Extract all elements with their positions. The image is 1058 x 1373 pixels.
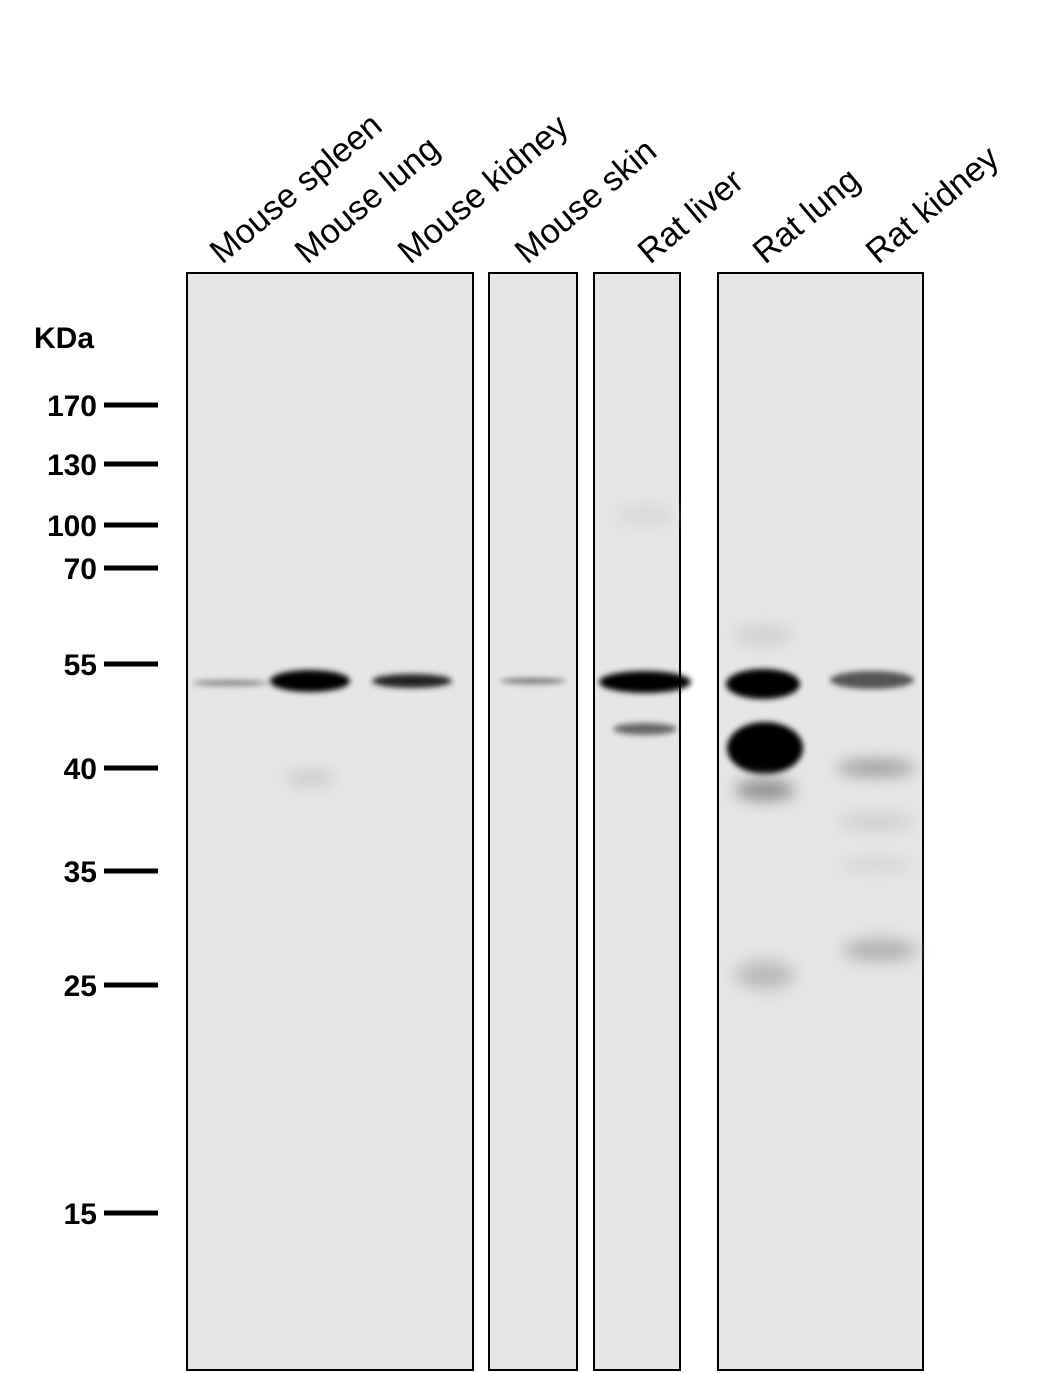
band bbox=[836, 760, 916, 776]
marker-label: 35 bbox=[64, 856, 97, 889]
lane-label: Rat lung bbox=[746, 161, 867, 272]
band bbox=[830, 671, 914, 689]
band bbox=[735, 780, 795, 800]
marker-label: 25 bbox=[64, 970, 97, 1003]
band bbox=[838, 816, 914, 828]
blot-panel bbox=[593, 272, 681, 1371]
band bbox=[285, 773, 335, 783]
band bbox=[599, 671, 691, 693]
band bbox=[372, 674, 452, 688]
lane-label: Rat liver bbox=[631, 162, 751, 271]
band bbox=[192, 680, 268, 686]
bands bbox=[192, 505, 918, 990]
blot-panel bbox=[186, 272, 474, 1371]
marker-label: 15 bbox=[64, 1198, 97, 1231]
blot-panel bbox=[488, 272, 578, 1371]
band bbox=[735, 960, 795, 990]
band bbox=[727, 722, 803, 774]
unit-label: KDa bbox=[34, 322, 94, 355]
panels bbox=[186, 272, 924, 1371]
marker-label: 100 bbox=[47, 510, 97, 543]
band bbox=[500, 678, 566, 684]
band bbox=[838, 860, 914, 870]
marker-label: 70 bbox=[64, 553, 97, 586]
marker-label: 130 bbox=[47, 449, 97, 482]
band bbox=[613, 723, 677, 735]
band bbox=[733, 625, 793, 645]
band bbox=[615, 505, 675, 525]
marker-label: 55 bbox=[64, 649, 97, 682]
lane-label: Rat kidney bbox=[859, 139, 1006, 271]
band bbox=[726, 669, 800, 699]
band bbox=[842, 938, 918, 962]
band bbox=[270, 670, 350, 692]
lane-labels: Mouse spleen Mouse lung Mouse kidney Mou… bbox=[203, 106, 1006, 271]
marker-label: 170 bbox=[47, 390, 97, 423]
marker-label: 40 bbox=[64, 753, 97, 786]
